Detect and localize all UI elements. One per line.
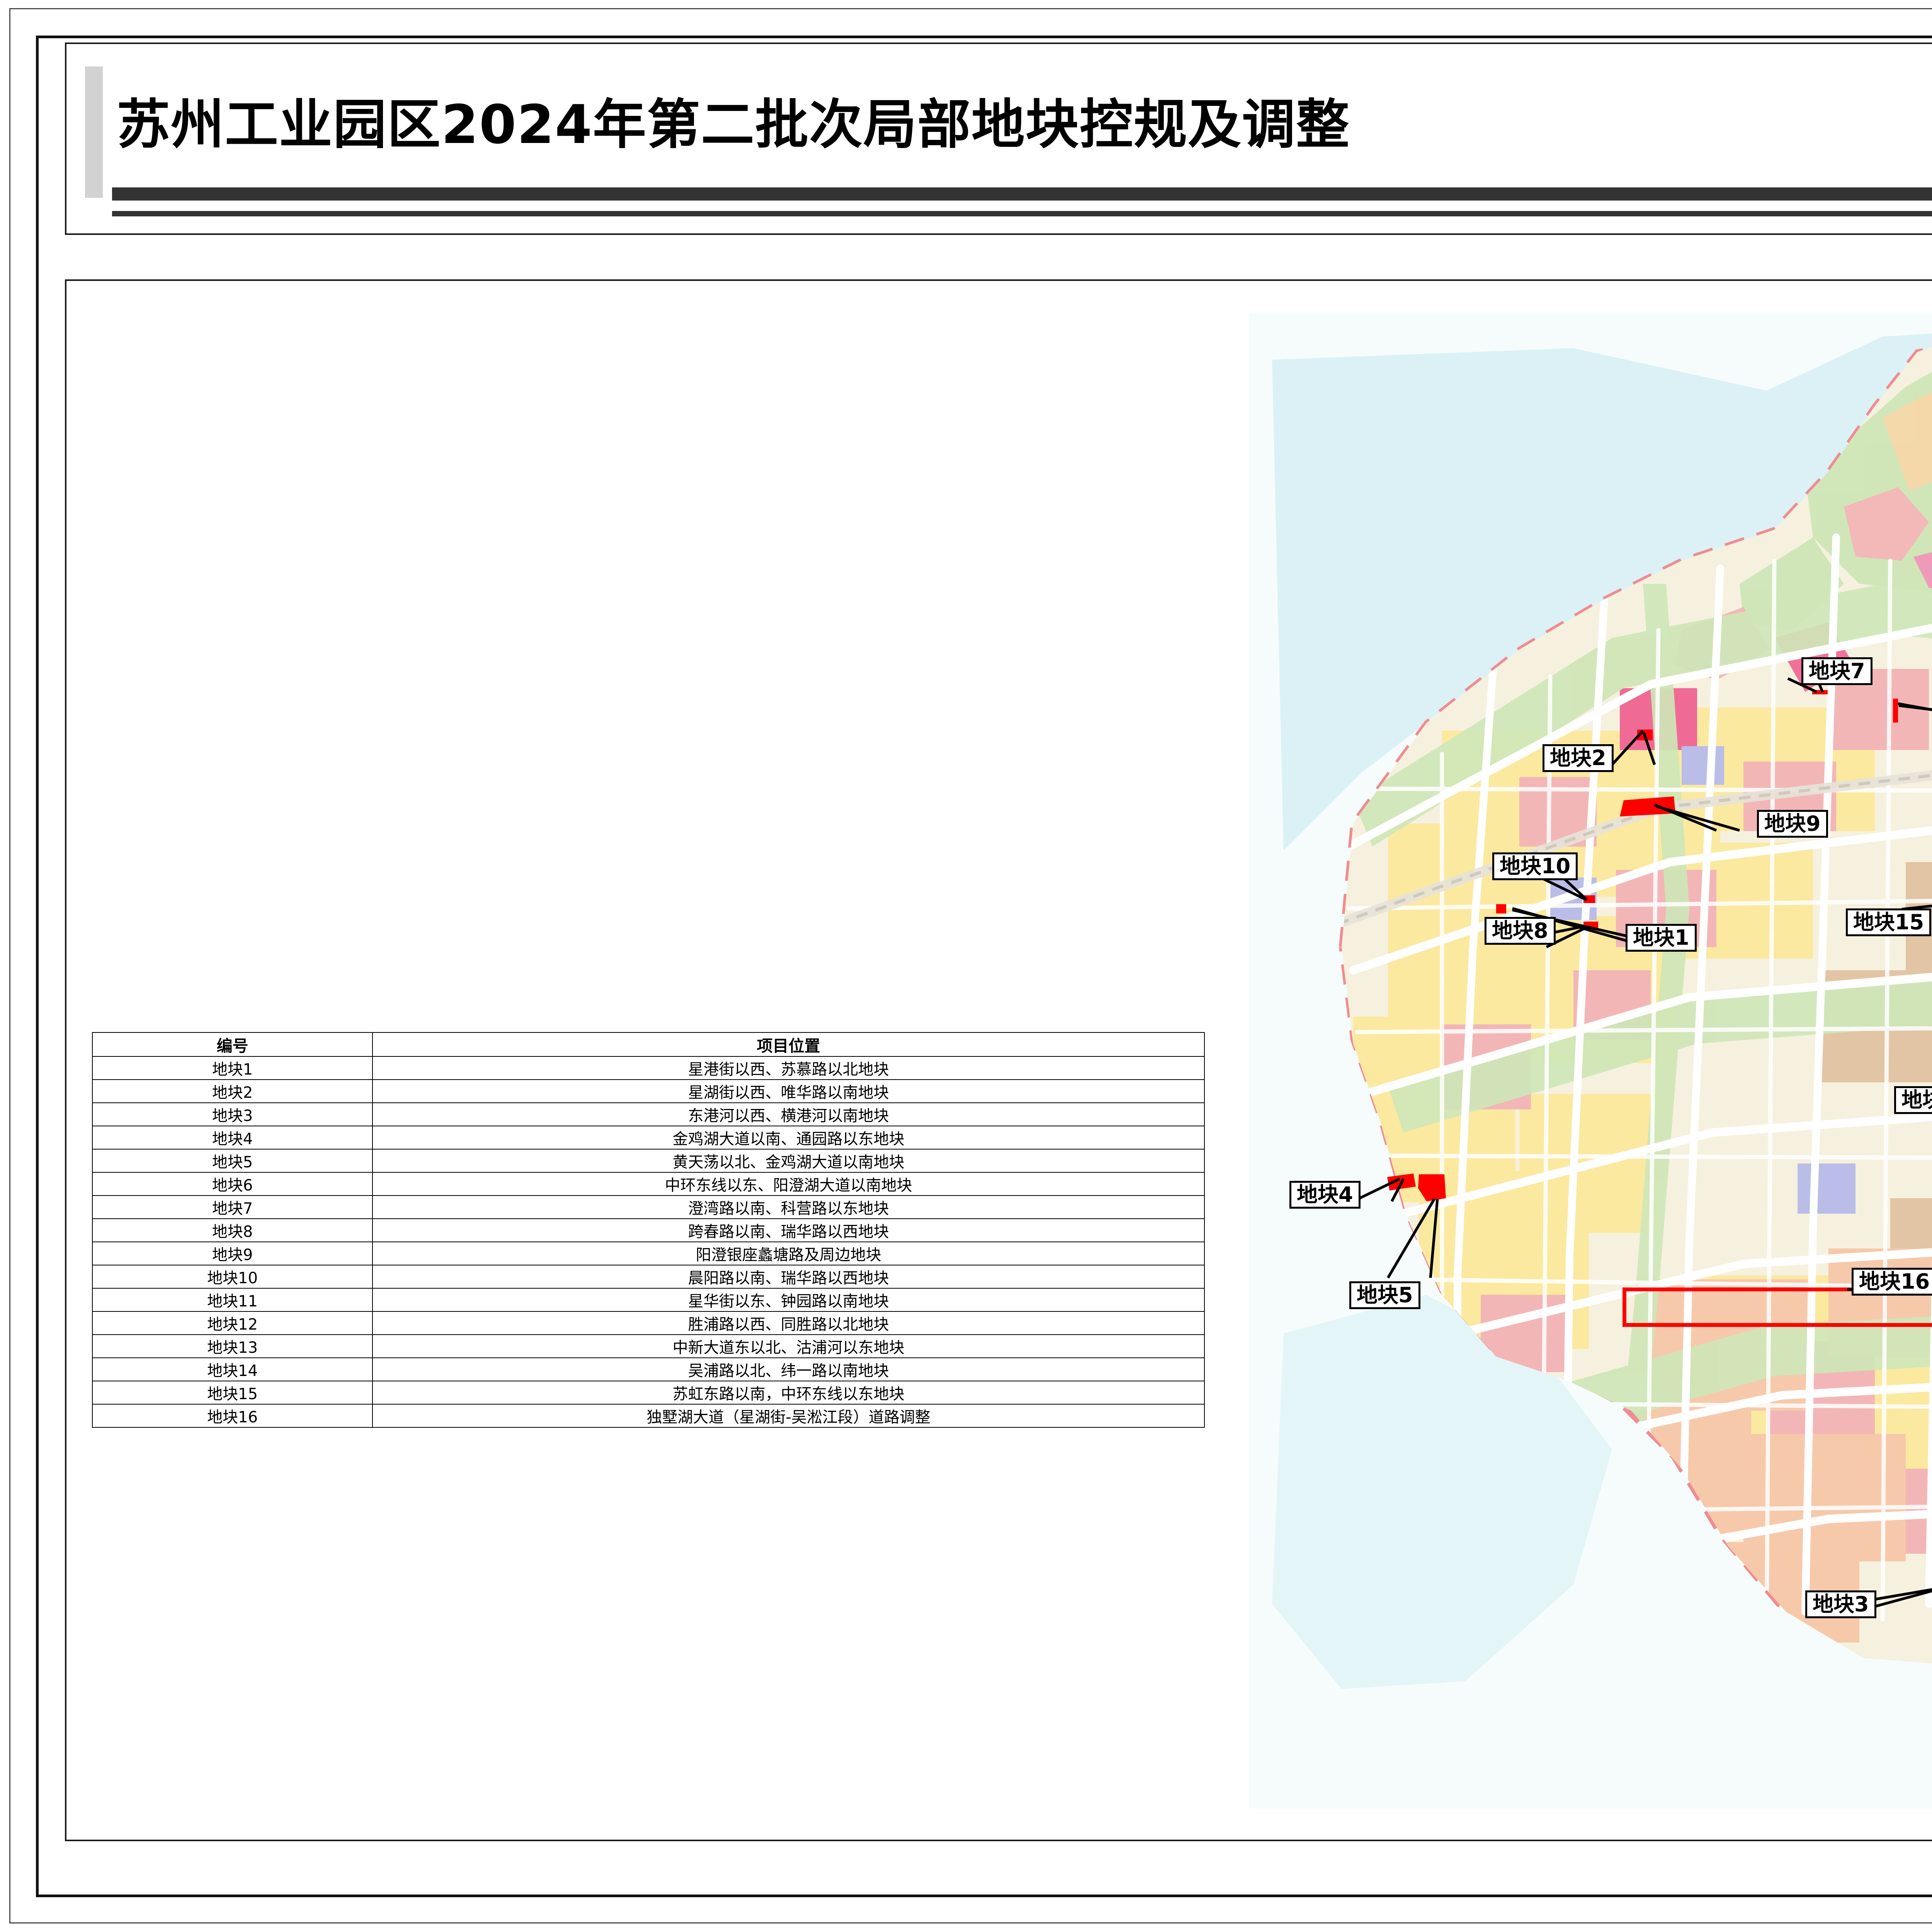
title-accent-bar: [85, 66, 103, 198]
cell-lot-location: 黄天荡以北、金鸡湖大道以南地块: [372, 1149, 1205, 1173]
cell-lot-id: 地块3: [92, 1102, 373, 1126]
table-row: 地块10 晨阳路以南、瑞华路以西地块: [92, 1265, 1205, 1289]
table-row: 地块3 东港河以西、横港河以南地块: [92, 1102, 1205, 1126]
table-row: 地块16 独墅湖大道（星湖街-吴淞江段）道路调整: [92, 1404, 1205, 1428]
cell-lot-id: 地块12: [92, 1311, 373, 1335]
cell-lot-location: 独墅湖大道（星湖街-吴淞江段）道路调整: [372, 1404, 1205, 1428]
title-underline-thick: [112, 187, 1932, 201]
lot-index-table-wrapper: 编号 项目位置 地块1 星港街以西、苏慕路以北地块 地块2 星湖街以西、唯华路以南地块…: [92, 1032, 1205, 1428]
cell-lot-id: 地块15: [92, 1381, 373, 1405]
cell-lot-location: 胜浦路以西、同胜路以北地块: [372, 1311, 1205, 1335]
map-callout-5: 地块5: [1349, 1281, 1420, 1309]
cell-lot-id: 地块11: [92, 1288, 373, 1312]
cell-lot-id: 地块10: [92, 1265, 373, 1289]
cell-lot-location: 星港街以西、苏慕路以北地块: [372, 1056, 1205, 1080]
map-callout-11: 地块11: [1894, 1086, 1932, 1114]
map-callout-8: 地块8: [1485, 917, 1556, 945]
patch-lot-1: [1496, 904, 1506, 913]
cell-lot-id: 地块7: [92, 1195, 373, 1219]
cell-lot-id: 地块16: [92, 1404, 373, 1428]
patch-lot-7: [1812, 690, 1828, 694]
table-row: 地块1 星港街以西、苏慕路以北地块: [92, 1056, 1205, 1080]
map-callout-7: 地块7: [1801, 657, 1872, 685]
content-panel: 编号 项目位置 地块1 星港街以西、苏慕路以北地块 地块2 星湖街以西、唯华路以南地块…: [65, 279, 1932, 1841]
patch-lot-9: [1620, 796, 1675, 816]
map-callout-4: 地块4: [1289, 1181, 1361, 1209]
table-row: 地块14 吴浦路以北、纬一路以南地块: [92, 1357, 1205, 1381]
cell-lot-id: 地块9: [92, 1242, 373, 1265]
table-row: 地块12 胜浦路以西、同胜路以北地块: [92, 1311, 1205, 1335]
map-callout-2: 地块2: [1543, 744, 1614, 772]
cell-lot-id: 地块13: [92, 1334, 373, 1358]
cell-lot-location: 中环东线以东、阳澄湖大道以南地块: [372, 1172, 1205, 1196]
table-header-row: 编号 项目位置: [92, 1032, 1205, 1057]
cell-lot-id: 地块2: [92, 1079, 373, 1103]
table-row: 地块9 阳澄银座蠡塘路及周边地块: [92, 1242, 1205, 1265]
cell-lot-location: 东港河以西、横港河以南地块: [372, 1102, 1205, 1126]
table-row: 地块8 跨春路以南、瑞华路以西地块: [92, 1218, 1205, 1242]
cell-lot-id: 地块4: [92, 1126, 373, 1150]
column-header-id: 编号: [92, 1032, 373, 1057]
table-row: 地块4 金鸡湖大道以南、通园路以东地块: [92, 1126, 1205, 1150]
cell-lot-id: 地块14: [92, 1357, 373, 1381]
table-row: 地块2 星湖街以西、唯华路以南地块: [92, 1079, 1205, 1103]
cell-lot-location: 中新大道东以北、沽浦河以东地块: [372, 1334, 1205, 1358]
patch-lot-5: [1418, 1174, 1446, 1201]
map-canvas: [1226, 290, 1932, 1832]
patch-lot-10: [1583, 895, 1595, 903]
map-callout-10: 地块10: [1492, 852, 1578, 880]
column-header-location: 项目位置: [372, 1032, 1205, 1057]
map-callout-3: 地块3: [1805, 1590, 1876, 1618]
cell-lot-location: 跨春路以南、瑞华路以西地块: [372, 1218, 1205, 1242]
cell-lot-location: 吴浦路以北、纬一路以南地块: [372, 1357, 1205, 1381]
cell-lot-location: 晨阳路以南、瑞华路以西地块: [372, 1265, 1205, 1289]
table-row: 地块11 星华街以东、钟园路以南地块: [92, 1288, 1205, 1312]
title-underline-thin: [112, 211, 1932, 216]
patch-lot-6: [1893, 699, 1898, 723]
table-row: 地块13 中新大道东以北、沽浦河以东地块: [92, 1334, 1205, 1358]
lot-index-table: 编号 项目位置 地块1 星港街以西、苏慕路以北地块 地块2 星湖街以西、唯华路以南地块…: [92, 1032, 1205, 1428]
cell-lot-location: 星湖街以西、唯华路以南地块: [372, 1079, 1205, 1103]
cell-lot-id: 地块1: [92, 1056, 373, 1080]
map-callout-15: 地块15: [1846, 908, 1932, 936]
map-callout-16: 地块16: [1852, 1268, 1932, 1296]
table-row: 地块5 黄天荡以北、金鸡湖大道以南地块: [92, 1149, 1205, 1173]
map-callout-9: 地块9: [1757, 810, 1828, 838]
location-map: 地块1地块2地块3地块4地块5地块6地块7地块8地块9地块10地块11地块12地…: [1226, 290, 1932, 1832]
cell-lot-id: 地块6: [92, 1172, 373, 1196]
cell-lot-location: 星华街以东、钟园路以南地块: [372, 1288, 1205, 1312]
cell-lot-location: 阳澄银座蠡塘路及周边地块: [372, 1242, 1205, 1265]
cell-lot-id: 地块5: [92, 1149, 373, 1173]
cell-lot-id: 地块8: [92, 1218, 373, 1242]
title-block: 苏州工业园区2024年第二批次局部地块控规及调整 区位图: [65, 43, 1932, 235]
cell-lot-location: 苏虹东路以南，中环东线以东地块: [372, 1381, 1205, 1405]
table-row: 地块6 中环东线以东、阳澄湖大道以南地块: [92, 1172, 1205, 1196]
table-row: 地块15 苏虹东路以南，中环东线以东地块: [92, 1381, 1205, 1405]
cell-lot-location: 澄湾路以南、科营路以东地块: [372, 1195, 1205, 1219]
page-title: 苏州工业园区2024年第二批次局部地块控规及调整: [117, 94, 1350, 156]
cell-lot-location: 金鸡湖大道以南、通园路以东地块: [372, 1126, 1205, 1150]
map-callout-1: 地块1: [1626, 924, 1697, 952]
table-row: 地块7 澄湾路以南、科营路以东地块: [92, 1195, 1205, 1219]
